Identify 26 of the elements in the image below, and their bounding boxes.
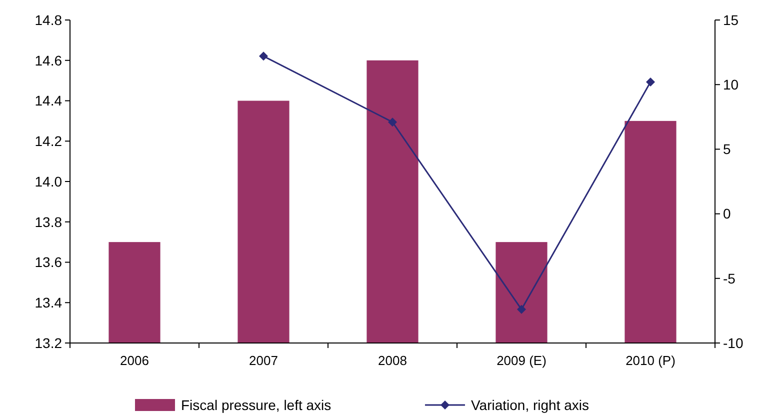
legend-label: Fiscal pressure, left axis: [181, 396, 332, 413]
y-tick-label: 14.8: [34, 12, 62, 28]
y-tick-label: 14.0: [34, 173, 62, 190]
x-tick-label: 2010 (P): [626, 353, 676, 368]
x-tick-label: 2006: [120, 353, 149, 368]
y2-tick-label: 15: [723, 12, 739, 28]
x-tick-label: 2008: [378, 353, 407, 368]
y2-tick-label: -5: [723, 270, 736, 286]
y2-tick-label: 5: [723, 141, 731, 158]
y2-tick-label: -10: [723, 334, 744, 351]
x-tick-label: 2007: [249, 353, 278, 368]
point: [388, 118, 397, 127]
y-tick-label: 14.6: [34, 52, 62, 68]
y-tick-label: 14.4: [34, 92, 62, 109]
legend-label: Variation, right axis: [471, 396, 590, 413]
y2-tick-label: 0: [723, 206, 731, 222]
point: [646, 78, 655, 87]
point: [259, 52, 268, 61]
y2-tick-label: 10: [723, 76, 739, 92]
y-tick-label: 13.8: [34, 214, 62, 230]
y-tick-label: 13.4: [34, 294, 62, 311]
y-tick-label: 14.2: [34, 133, 62, 150]
point: [517, 304, 526, 314]
y-tick-label: 13.6: [34, 254, 62, 270]
y-tick-label: 13.2: [34, 334, 62, 351]
x-tick-label: 2009 (E): [496, 353, 546, 368]
